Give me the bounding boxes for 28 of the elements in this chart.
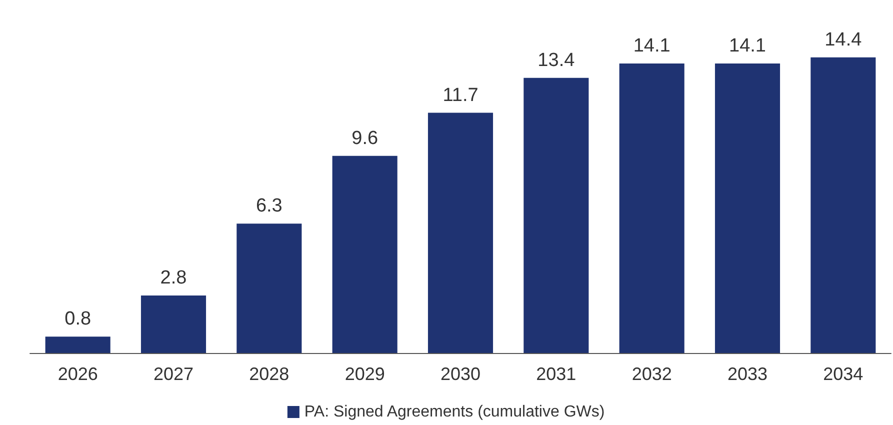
data-label: 14.1 (633, 35, 670, 56)
bar (810, 57, 876, 353)
data-label: 0.8 (64, 308, 92, 330)
x-tick-label: 2026 (58, 364, 98, 384)
bar (714, 63, 780, 353)
data-label: 11.7 (442, 84, 478, 106)
x-tick-label: 2027 (153, 364, 194, 384)
data-label: 13.4 (538, 50, 576, 71)
data-label: 6.3 (256, 196, 282, 217)
bar (428, 112, 494, 353)
x-tick-label: 2029 (344, 364, 385, 384)
x-tick-label: 2030 (440, 364, 481, 384)
bar (524, 78, 589, 353)
legend-label: PA: Signed Agreements (cumulative GWs) (304, 404, 605, 420)
bar (140, 296, 206, 353)
x-tick-label: 2032 (632, 364, 672, 384)
bar (332, 156, 398, 353)
data-label: 14.4 (824, 29, 862, 50)
bar (619, 63, 684, 353)
data-label: 14.1 (729, 35, 766, 56)
bar (236, 224, 302, 353)
x-tick-label: 2031 (536, 364, 576, 384)
bar (45, 336, 110, 353)
x-tick-label: 2028 (249, 364, 290, 384)
x-tick-label: 2034 (823, 364, 864, 384)
x-tick-label: 2033 (727, 364, 768, 384)
data-label: 9.6 (352, 128, 378, 149)
data-label: 2.8 (160, 268, 187, 289)
